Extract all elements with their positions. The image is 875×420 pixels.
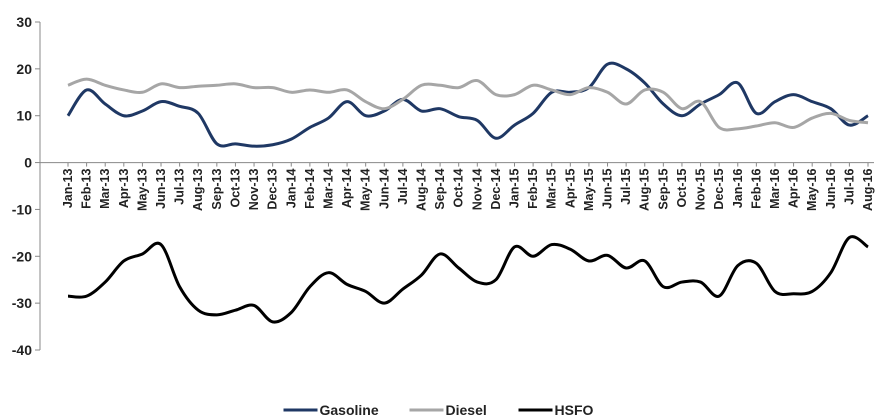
- y-tick-label: -20: [12, 248, 32, 264]
- x-tick-label: Nov-15: [694, 169, 708, 211]
- x-tick-label: Sep-13: [210, 169, 224, 210]
- x-tick-label: Oct-14: [452, 169, 466, 208]
- x-tick-label: Aug-16: [861, 169, 875, 211]
- x-tick-label: Apr-13: [117, 169, 131, 209]
- x-tick-label: Jan-13: [61, 169, 75, 209]
- x-tick-label: Oct-13: [228, 169, 242, 208]
- x-tick-label: Apr-16: [787, 169, 801, 209]
- x-tick-label: Feb-14: [303, 169, 317, 209]
- x-tick-label: Nov-14: [470, 169, 484, 211]
- x-tick-label: Jul-16: [842, 169, 856, 205]
- y-tick-label: 20: [16, 61, 32, 77]
- x-tick-label: Jun-16: [824, 169, 838, 209]
- x-tick-label: Jul-14: [396, 169, 410, 205]
- legend-label: HSFO: [555, 402, 594, 418]
- x-tick-label: Mar-13: [98, 169, 112, 209]
- x-tick-label: Jan-16: [731, 169, 745, 209]
- line-series: [67, 77, 869, 132]
- x-tick-label: Feb-15: [526, 169, 540, 209]
- x-tick-label: Jun-15: [601, 169, 615, 209]
- x-tick-label: Mar-14: [321, 169, 335, 209]
- x-tick-label: Aug-14: [414, 169, 428, 211]
- x-tick-label: Apr-15: [563, 169, 577, 209]
- x-tick-label: Jun-14: [377, 169, 391, 209]
- x-tick-label: Sep-15: [656, 169, 670, 210]
- x-tick-label: Oct-15: [675, 169, 689, 208]
- x-tick-label: Dec-13: [266, 169, 280, 210]
- line-series: [67, 235, 869, 324]
- x-tick-label: Jan-15: [508, 169, 522, 209]
- x-tick-label: May-14: [359, 169, 373, 211]
- y-tick-label: -10: [12, 201, 32, 217]
- legend-label: Diesel: [446, 402, 487, 418]
- x-tick-label: Feb-13: [80, 169, 94, 209]
- x-tick-label: Jun-13: [154, 169, 168, 209]
- legend-label: Gasoline: [320, 402, 379, 418]
- x-tick-label: May-15: [582, 169, 596, 211]
- x-tick-label: May-13: [135, 169, 149, 211]
- y-tick-label: 30: [16, 14, 32, 30]
- x-tick-label: Mar-15: [545, 169, 559, 209]
- x-tick-label: Aug-15: [638, 169, 652, 211]
- x-tick-label: Dec-15: [712, 169, 726, 210]
- x-tick-label: Aug-13: [191, 169, 205, 211]
- x-tick-label: Dec-14: [489, 169, 503, 210]
- x-tick-label: Apr-14: [340, 169, 354, 209]
- x-tick-label: Nov-13: [247, 169, 261, 211]
- y-tick-label: -30: [12, 295, 32, 311]
- y-tick-label: -40: [12, 342, 32, 358]
- x-tick-label: Jan-14: [284, 169, 298, 209]
- x-tick-label: Feb-16: [749, 169, 763, 209]
- x-tick-label: Mar-16: [768, 169, 782, 209]
- y-tick-label: 0: [24, 155, 32, 171]
- x-tick-label: Jul-15: [619, 169, 633, 205]
- y-tick-label: 10: [16, 108, 32, 124]
- x-tick-label: May-16: [805, 169, 819, 211]
- x-tick-label: Jul-13: [173, 169, 187, 205]
- line-series: [66, 61, 869, 148]
- x-tick-label: Sep-14: [433, 169, 447, 210]
